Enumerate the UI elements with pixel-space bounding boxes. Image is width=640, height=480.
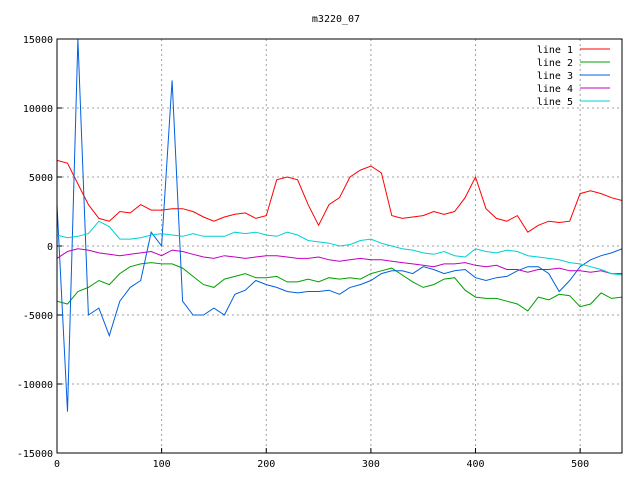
chart-title: m3220_07 (312, 14, 360, 25)
legend-label: line 5 (537, 97, 573, 108)
series-line-4 (57, 249, 622, 274)
x-tick-label: 400 (466, 459, 484, 470)
legend: line 1 line 2 line 3 line 4 line 5 (537, 45, 610, 108)
y-tick-label: 5000 (29, 173, 53, 184)
y-tick-label: 10000 (23, 104, 53, 115)
y-tick-label: -10000 (17, 380, 53, 391)
x-tick-label: 200 (257, 459, 275, 470)
x-tick-label: 500 (571, 459, 589, 470)
y-tick-label: 0 (47, 242, 53, 253)
y-tick-label: 15000 (23, 35, 53, 46)
legend-label: line 4 (537, 84, 573, 95)
y-tick-label: -5000 (23, 311, 53, 322)
legend-label: line 3 (537, 71, 573, 82)
x-tick-label: 300 (362, 459, 380, 470)
x-tick-label: 100 (153, 459, 171, 470)
series-line-1 (57, 160, 622, 232)
legend-label: line 2 (537, 58, 573, 69)
axes: -15000 -10000 -5000 0 5000 10000 15000 0 100 200 3… (17, 35, 589, 470)
y-tick-label: -15000 (17, 449, 53, 460)
x-tick-label: 0 (54, 459, 60, 470)
legend-label: line 1 (537, 45, 573, 56)
